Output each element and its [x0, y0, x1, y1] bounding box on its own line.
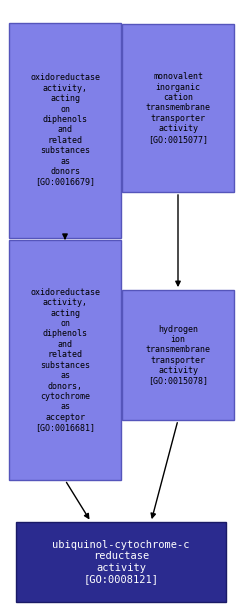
Text: monovalent
inorganic
cation
transmembrane
transporter
activity
[GO:0015077]: monovalent inorganic cation transmembran… — [146, 73, 210, 144]
FancyBboxPatch shape — [16, 522, 226, 602]
FancyBboxPatch shape — [9, 23, 121, 237]
Text: oxidoreductase
activity,
acting
on
diphenols
and
related
substances
as
donors,
c: oxidoreductase activity, acting on diphe… — [30, 288, 100, 432]
Text: ubiquinol-cytochrome-c
reductase
activity
[GO:0008121]: ubiquinol-cytochrome-c reductase activit… — [52, 539, 190, 584]
FancyBboxPatch shape — [9, 240, 121, 480]
FancyBboxPatch shape — [122, 24, 234, 192]
Text: oxidoreductase
activity,
acting
on
diphenols
and
related
substances
as
donors
[G: oxidoreductase activity, acting on diphe… — [30, 74, 100, 186]
FancyBboxPatch shape — [122, 290, 234, 420]
Text: hydrogen
ion
transmembrane
transporter
activity
[GO:0015078]: hydrogen ion transmembrane transporter a… — [146, 325, 210, 386]
